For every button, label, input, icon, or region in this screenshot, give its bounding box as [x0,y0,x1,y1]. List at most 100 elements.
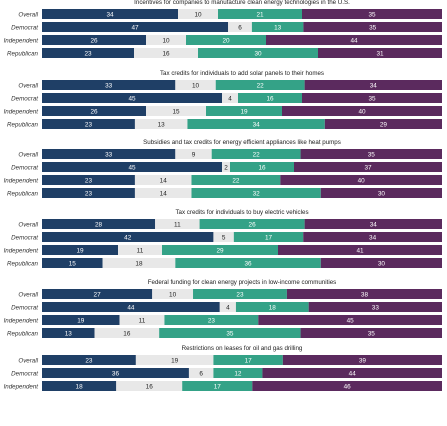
data-label: 30 [378,191,386,198]
bar-segment [42,368,189,378]
panel-title: Tax credits for individuals to add solar… [160,70,324,77]
bar-segment [182,381,253,391]
data-label: 4 [228,96,232,103]
bar-segment [233,232,304,242]
data-label: 11 [137,248,144,255]
row-label: Republican [7,261,39,268]
data-label: 38 [361,292,369,299]
bar-segment [191,188,321,198]
bar-segment [262,368,442,378]
bar-segment [286,289,442,299]
bar-segment [258,315,442,325]
bar-segment [230,162,294,172]
data-label: 39 [359,358,367,365]
bar-segment [238,93,302,103]
data-label: 35 [368,152,376,159]
row-label: Overall [18,222,38,229]
data-label: 35 [368,331,376,338]
bar-segment [308,302,442,312]
bar-segment [42,9,178,19]
data-label: 26 [90,109,98,116]
data-label: 10 [194,12,202,19]
row-label: Independent [4,248,39,255]
bar-segment [162,245,278,255]
row-label: Republican [7,51,39,58]
data-label: 13 [274,25,282,32]
bar-segment [42,48,134,58]
bar-segment [42,119,135,129]
data-label: 40 [358,109,366,116]
data-label: 33 [105,152,113,159]
bar-segment [42,355,136,365]
data-label: 29 [380,122,388,129]
bar-segment [187,119,325,129]
row-label: Democrat [11,235,38,242]
bar-segment [152,289,194,299]
bar-segment [186,35,266,45]
bar-segment [42,162,222,172]
bar-segment [42,93,222,103]
row-label: Republican [7,331,39,338]
data-label: 34 [253,122,261,129]
data-label: 18 [76,384,84,391]
bar-segment [134,188,192,198]
data-label: 34 [106,12,114,19]
bar-segment [294,162,442,172]
data-label: 23 [208,318,216,325]
data-label: 23 [236,292,244,299]
data-label: 17 [214,384,222,391]
bar-segment [42,328,95,338]
data-label: 10 [162,38,170,45]
data-label: 11 [139,318,146,325]
data-label: 17 [245,358,253,365]
data-label: 16 [146,384,154,391]
data-label: 15 [172,109,180,116]
data-label: 32 [253,191,261,198]
bar-segment [252,381,442,391]
data-label: 16 [258,165,266,172]
bar-segment [42,245,118,255]
bar-segment [302,9,442,19]
data-label: 47 [132,25,140,32]
data-label: 18 [269,305,277,312]
data-label: 34 [369,235,377,242]
data-label: 26 [249,222,257,229]
data-label: 22 [257,83,265,90]
data-label: 5 [222,235,226,242]
data-label: 44 [349,371,357,378]
data-label: 14 [160,178,168,185]
data-label: 23 [85,191,93,198]
bar-segment [213,355,283,365]
bar-segment [146,35,186,45]
data-label: 40 [358,178,366,185]
bar-segment [282,106,442,116]
bar-segment [320,188,442,198]
row-label: Overall [18,12,38,19]
bar-segment [318,48,442,58]
bar-segment [213,232,234,242]
panel-title: Incentives for companies to manufacture … [134,0,350,6]
data-label: 14 [160,191,168,198]
data-label: 18 [135,261,143,268]
data-label: 35 [226,331,234,338]
data-label: 34 [370,83,378,90]
bar-segment [300,328,442,338]
bar-segment [134,175,192,185]
data-label: 19 [171,358,179,365]
bar-segment [266,35,442,45]
data-label: 29 [216,248,224,255]
panel-title: Tax credits for individuals to buy elect… [175,209,308,216]
data-label: 45 [347,318,355,325]
bar-segment [206,106,282,116]
data-label: 17 [265,235,273,242]
bar-segment [304,219,442,229]
data-label: 44 [350,38,358,45]
bar-segment [42,381,117,391]
data-label: 23 [85,122,93,129]
data-label: 9 [192,152,196,159]
bar-segment [102,258,176,268]
data-label: 33 [105,83,113,90]
bar-segment [175,149,212,159]
